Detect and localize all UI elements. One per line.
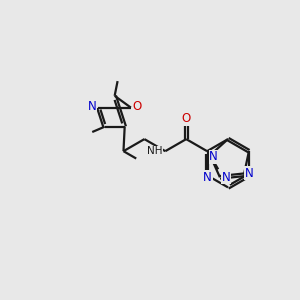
Text: N: N bbox=[209, 150, 218, 163]
Text: N: N bbox=[88, 100, 97, 113]
Text: O: O bbox=[182, 112, 191, 125]
Text: NH: NH bbox=[147, 146, 163, 156]
Text: N: N bbox=[245, 167, 254, 180]
Text: O: O bbox=[132, 100, 141, 113]
Text: N: N bbox=[221, 171, 230, 184]
Text: N: N bbox=[203, 171, 212, 184]
